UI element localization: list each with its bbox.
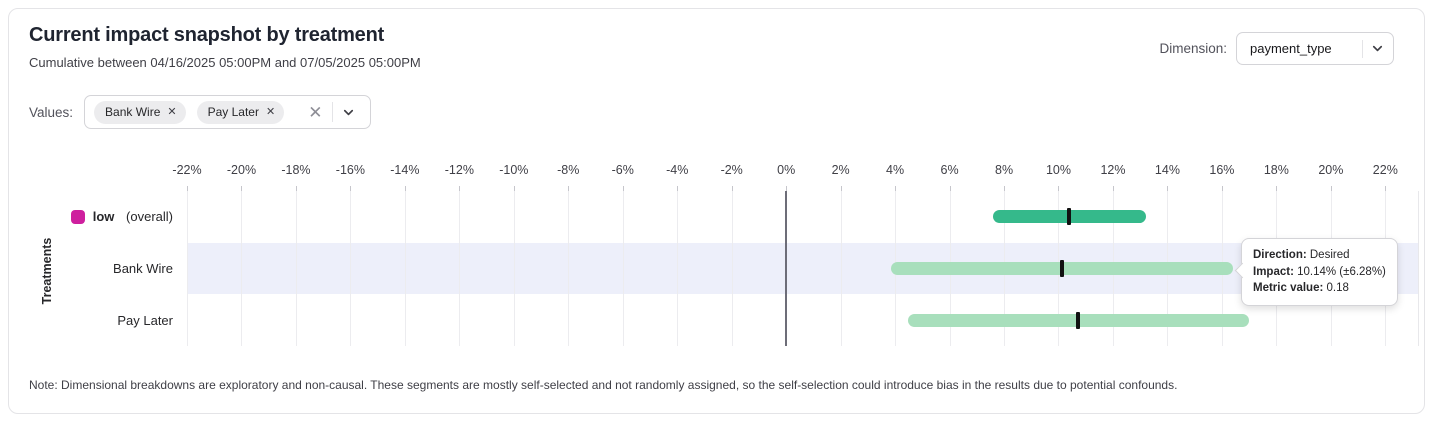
axis-tick-mark [895,186,897,191]
gridline [241,191,243,346]
axis-tick-mark [786,186,788,191]
chevron-down-icon[interactable] [1370,41,1385,56]
tooltip-line: Metric value: 0.18 [1253,282,1349,294]
page-title: Current impact snapshot by treatment [29,24,385,46]
chevron-down-icon[interactable] [337,105,360,120]
row-highlight-band [187,242,1418,295]
axis-tick-label: -8% [557,163,580,177]
axis-tick-mark [1112,186,1114,191]
impact-snapshot-card: Current impact snapshot by treatment Cum… [8,8,1425,414]
axis-tick-mark [949,186,951,191]
axis-tick-label: -2% [720,163,743,177]
values-multiselect[interactable]: Bank Wire ✕ Pay Later ✕ ✕ [84,95,372,129]
axis-tick-label: -20% [226,163,257,177]
axis-tick-label: -16% [335,163,365,177]
gridline [786,191,788,346]
row-label: Bank Wire [113,261,173,276]
axis-tick-label: 0% [777,163,796,177]
gridline [513,191,515,346]
x-axis-labels: -22% -20% -18% -16% -14% -12% -10% -8% -6% -4% -2%… [172,163,1418,179]
values-label: Values: [29,104,74,120]
axis-tick-label: 6% [940,163,959,177]
axis-tick-label: 18% [1263,163,1289,177]
dimension-selected-value: payment_type [1250,41,1332,56]
row-label: Pay Later [117,312,173,328]
axis-tick-mark [677,186,679,191]
axis-tick-label: 12% [1100,163,1126,177]
axis-tick-mark [404,186,406,191]
gridline [840,191,842,346]
gridline [568,191,570,346]
tooltip-line: Impact: 10.14% (±6.28%) [1253,265,1386,278]
gridline [731,191,733,346]
impact-marker [1060,260,1065,277]
axis-tick-label: 2% [831,163,850,177]
dimension-control: Dimension: payment_type [1159,32,1394,65]
axis-tick-label: -4% [666,163,689,177]
axis-tick-label: 22% [1372,163,1398,177]
legend-swatch [70,209,85,224]
axis-tick-label: 14% [1154,163,1180,177]
axis-tick-mark [1004,186,1006,191]
select-divider [1362,39,1363,58]
axis-tick-mark [1221,186,1223,191]
gridline [295,191,297,346]
axis-tick-mark [241,186,243,191]
axis-tick-label: -14% [390,163,420,177]
axis-tick-label: -10% [499,163,529,177]
axis-tick-label: -6% [611,163,634,177]
gridline [404,191,406,346]
impact-marker [1076,311,1081,329]
axis-tick-mark [295,186,297,191]
axis-tick-mark [1058,186,1060,191]
filter-chip[interactable]: Pay Later ✕ [196,100,285,124]
axis-tick-mark [459,186,461,191]
chips-container: Bank Wire ✕ Pay Later ✕ [94,100,295,124]
axis-tick-mark [513,186,515,191]
impact-marker [1067,208,1072,226]
gridline [677,191,679,346]
axis-tick-mark [350,186,352,191]
remove-chip-icon[interactable]: ✕ [167,105,177,118]
axis-tick-label: -18% [281,163,311,177]
axis-tick-mark [1330,186,1332,191]
tooltip: Direction: Desired Impact: 10.14% (±6.28%… [1241,238,1398,306]
axis-tick-label: 8% [994,163,1014,177]
axis-tick-mark [187,186,188,191]
row-label: low (overall) [70,207,173,227]
filter-chip[interactable]: Bank Wire ✕ [94,100,186,124]
remove-chip-icon[interactable]: ✕ [265,105,276,118]
axis-tick-label: 16% [1209,163,1235,177]
axis-tick-mark [622,186,624,191]
gridline [459,191,461,346]
axis-tick-mark [1276,186,1278,191]
gridline [350,191,352,346]
gridline [622,191,624,346]
zero-axis-line [785,191,787,346]
axis-tick-mark [731,186,733,191]
dimension-label: Dimension: [1159,41,1227,56]
axis-tick-label: 20% [1318,163,1344,177]
plot-area [187,186,1419,346]
axis-tick-mark [840,186,842,191]
axis-tick-label: 4% [886,163,905,177]
date-range-subtitle: Cumulative between 04/16/2025 05:00PM an… [29,55,421,70]
dimension-select[interactable]: payment_type [1236,32,1394,65]
tooltip-line: Direction: Desired [1253,249,1350,261]
values-filter: Values: Bank Wire ✕ Pay Later ✕ ✕ [29,95,372,129]
axis-tick-mark [1385,186,1387,191]
axis-tick-label: -22% [172,163,202,177]
axis-tick-label: 10% [1045,163,1071,177]
axis-tick-mark [568,186,570,191]
axis-tick-label: -12% [444,163,474,177]
clear-values-icon[interactable]: ✕ [308,102,323,122]
footnote: Note: Dimensional breakdowns are explora… [29,378,1178,392]
row-labels-column: low (overall) Bank Wire Pay Later [49,191,173,346]
gridline [187,191,188,346]
values-divider [332,102,334,122]
axis-tick-mark [1167,186,1169,191]
